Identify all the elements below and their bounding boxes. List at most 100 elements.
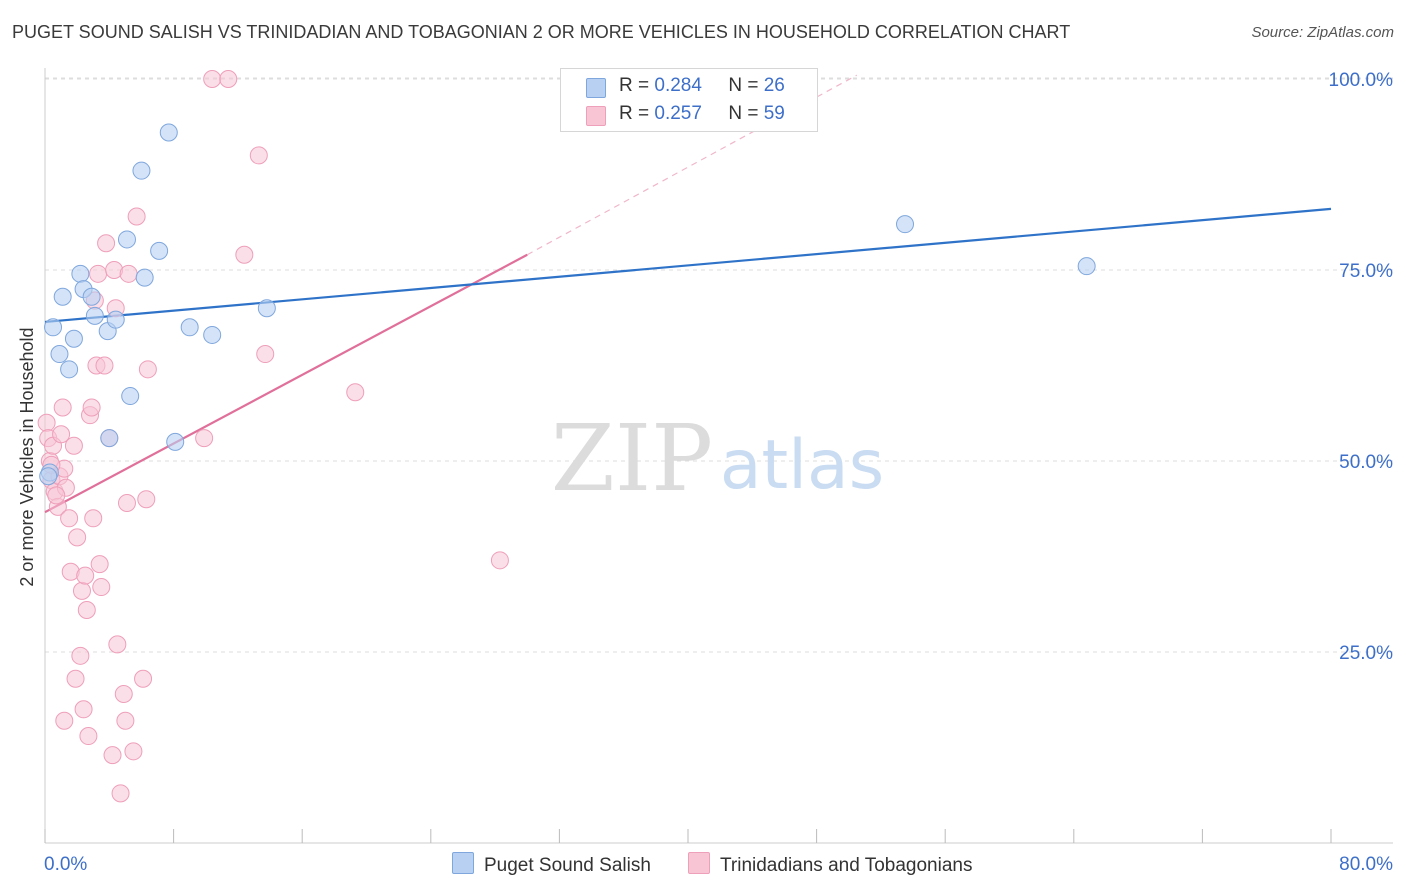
bottom-legend-puget: Puget Sound Salish [452,852,651,877]
point-trinidad [119,264,138,283]
point-puget [44,318,63,337]
point-trinidad [219,70,238,88]
point-puget [106,310,125,329]
point-puget [71,264,90,283]
point-trinidad [249,146,268,165]
y-tick-label: 25.0% [1339,643,1393,664]
point-trinidad [138,360,157,379]
point-trinidad [256,345,275,364]
legend-n-value-trinidad: 59 [763,103,785,124]
source-credit: Source: ZipAtlas.com [1251,24,1394,41]
watermark-atlas: atlas [720,426,884,505]
x-tick-label: 80.0% [1339,854,1393,875]
point-trinidad [68,528,87,547]
bottom-legend-trinidad: Trinidadians and Tobagonians [688,852,972,877]
point-puget [132,161,151,180]
point-trinidad [108,635,127,654]
point-puget [60,360,79,379]
point-trinidad [47,486,66,505]
legend-n-value-puget: 26 [763,75,785,96]
gridlines [45,77,1393,653]
trend-line-puget [44,207,1332,324]
point-puget [39,467,58,486]
point-puget [166,432,185,451]
x-tick-label: 0.0% [44,854,87,875]
point-puget [100,429,119,448]
point-trinidad [52,425,71,444]
point-puget [117,230,136,249]
point-trinidad [66,669,85,688]
legend-r-label: R = [619,75,650,96]
point-puget [159,123,178,142]
legend-n-label: N = [728,75,759,96]
y-tick-label: 50.0% [1339,452,1393,473]
point-puget [121,387,140,406]
point-puget [180,318,199,337]
point-puget [85,306,104,325]
point-trinidad [37,413,56,432]
legend-r-value-trinidad: 0.257 [654,103,702,124]
point-trinidad [53,398,72,417]
point-puget [50,345,69,364]
trend-line-trinidad [44,253,528,514]
point-trinidad [127,207,146,226]
legend-r-label: R = [619,103,650,124]
point-puget [82,287,101,306]
tick-labels: 25.0% 50.0% 75.0% 100.0% 0.0% 80.0% [44,70,1393,875]
y-axis-label: 2 or more Vehicles in Household [17,327,37,586]
point-puget [203,325,222,344]
point-trinidad [490,551,509,570]
point-trinidad [60,509,79,528]
point-trinidad [90,555,109,574]
point-puget [896,215,915,234]
watermark: ZIP atlas [551,405,884,512]
point-trinidad [124,742,143,761]
point-trinidad [76,566,95,585]
point-trinidad [77,600,96,619]
point-trinidad [64,436,83,455]
point-trinidad [55,711,74,730]
point-trinidad [103,746,122,765]
correlation-legend: R = 0.284 N = 26 R = 0.257 N = 59 [560,68,818,132]
y-tick-label: 100.0% [1329,70,1394,91]
point-trinidad [84,509,103,528]
point-trinidad [346,383,365,402]
point-trinidad [97,234,116,253]
y-tick-label: 75.0% [1339,261,1393,282]
bottom-legend-label-puget: Puget Sound Salish [484,855,651,876]
point-puget [135,268,154,287]
point-puget [53,287,72,306]
bottom-legend-swatch-trinidad [688,852,710,874]
watermark-zip: ZIP [551,405,713,512]
legend-r-value-puget: 0.284 [654,75,702,96]
point-puget [150,241,169,260]
point-trinidad [117,494,136,513]
point-puget [64,329,83,348]
point-trinidad [79,727,98,746]
chart-title: PUGET SOUND SALISH VS TRINIDADIAN AND TO… [12,22,1071,42]
point-trinidad [134,669,153,688]
legend-swatch-trinidad [586,106,606,126]
point-trinidad [137,490,156,509]
point-trinidad [92,578,111,597]
point-puget [257,299,276,318]
point-trinidad [74,700,93,719]
point-trinidad [116,711,135,730]
bottom-legend-swatch-puget [452,852,474,874]
legend-n-label: N = [728,103,759,124]
point-trinidad [235,245,254,264]
point-trinidad [111,784,130,803]
point-trinidad [82,398,101,417]
point-trinidad [114,685,133,704]
point-trinidad [203,70,222,88]
legend-swatch-puget [586,78,606,98]
bottom-legend-label-trinidad: Trinidadians and Tobagonians [720,855,973,876]
point-trinidad [72,581,91,600]
point-puget [1077,257,1096,276]
data-points [37,70,1096,803]
point-trinidad [195,429,214,448]
point-trinidad [71,646,90,665]
point-trinidad [95,356,114,375]
point-trinidad [89,264,108,283]
